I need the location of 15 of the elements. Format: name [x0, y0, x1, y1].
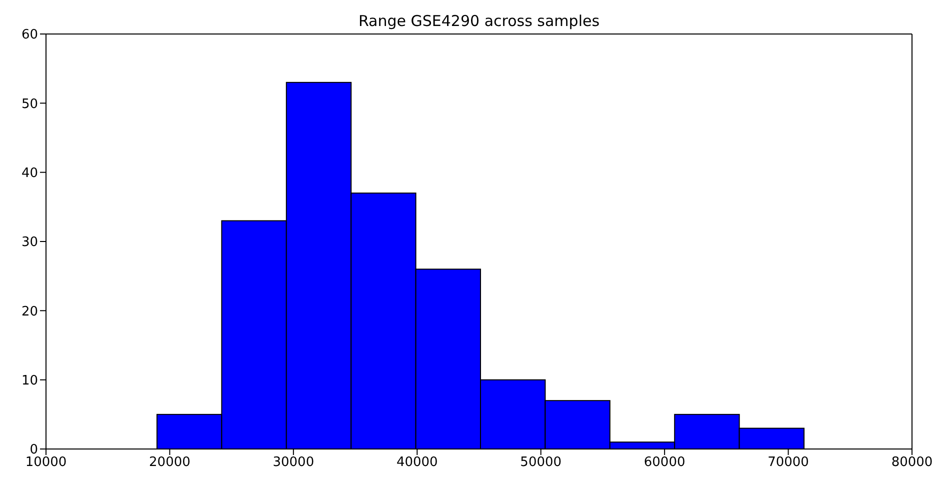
- x-tick-label: 60000: [644, 455, 686, 470]
- y-tick-label: 10: [21, 373, 38, 388]
- chart-title: Range GSE4290 across samples: [357, 12, 601, 30]
- x-tick-label: 70000: [768, 455, 809, 470]
- x-tick-label: 20000: [149, 455, 190, 470]
- x-tick-label: 40000: [396, 455, 438, 470]
- y-tick-label: 60: [21, 28, 38, 43]
- x-tick-label: 30000: [272, 455, 314, 470]
- x-tick-label: 10000: [25, 455, 67, 470]
- y-tick-label: 30: [21, 235, 38, 250]
- y-tick-label: 20: [21, 304, 38, 320]
- y-tick-label: 40: [21, 166, 38, 181]
- x-tick-label: 50000: [520, 455, 562, 470]
- x-tick-label: 80000: [891, 455, 933, 470]
- y-tick-label: 50: [21, 96, 38, 112]
